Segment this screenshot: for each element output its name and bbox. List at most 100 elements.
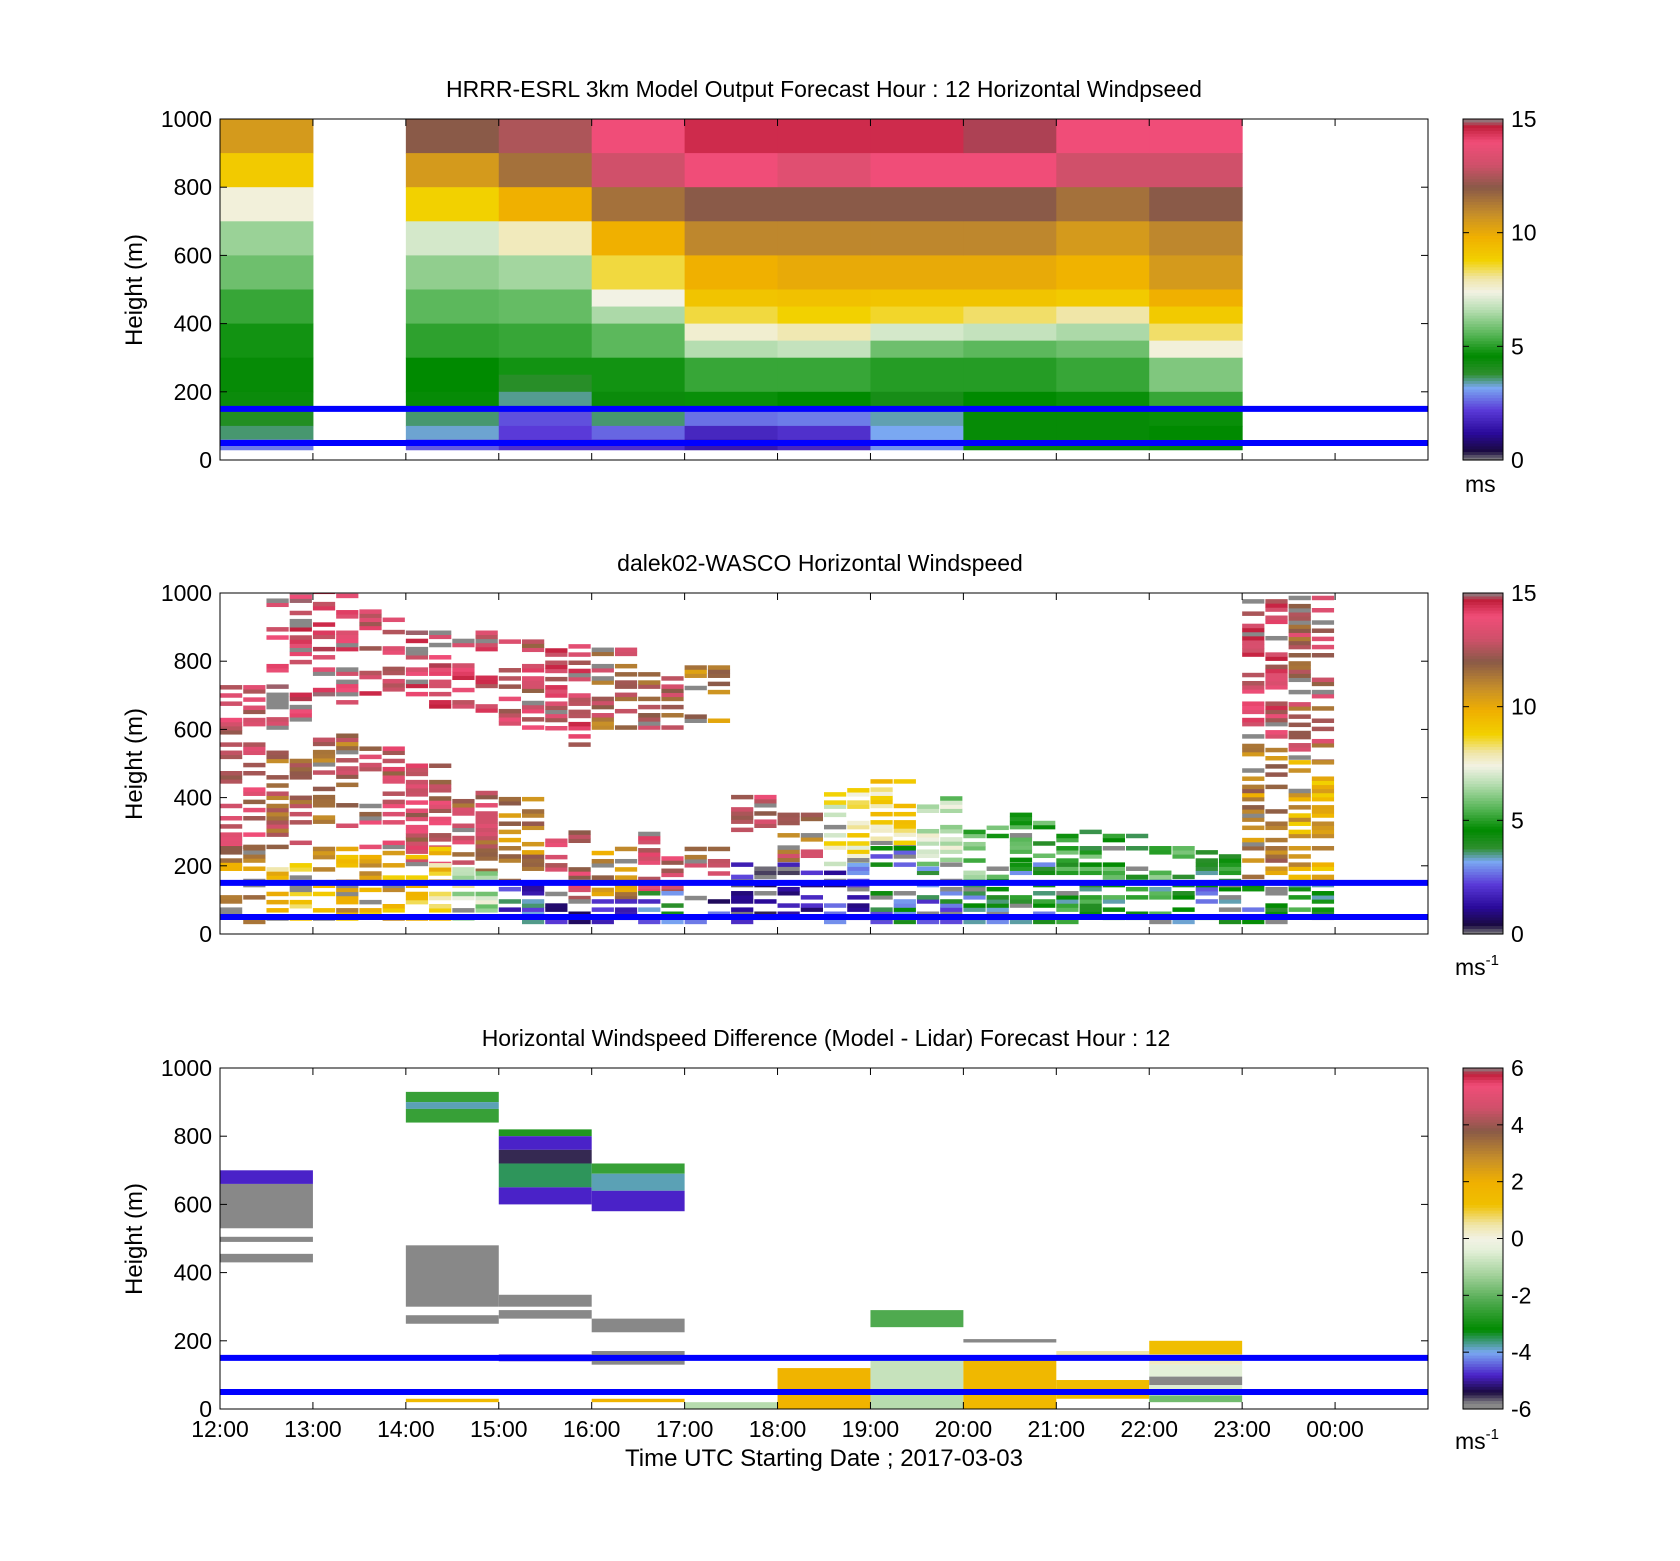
lidar-cell <box>1242 623 1265 629</box>
colorbar-swatch <box>1463 1175 1503 1180</box>
lidar-cell <box>475 638 498 644</box>
lidar-cell <box>731 895 754 900</box>
colorbar-swatch <box>1463 315 1503 319</box>
lidar-cell <box>266 598 289 603</box>
lidar-cell <box>475 848 498 853</box>
lidar-cell <box>243 854 266 859</box>
lidar-cell <box>266 891 289 897</box>
lidar-cell <box>243 750 266 756</box>
colorbar-swatch <box>1463 326 1503 330</box>
lidar-cell <box>614 647 638 653</box>
lidar-cell <box>1288 768 1311 773</box>
lidar-cell <box>429 663 452 668</box>
colorbar-swatch <box>1463 1235 1503 1240</box>
lidar-cell <box>986 833 1009 839</box>
lidar-cell <box>452 839 475 845</box>
lidar-cell <box>963 907 986 912</box>
lidar-cell <box>614 680 638 685</box>
lidar-cell <box>243 721 266 727</box>
lidar-cell <box>405 767 429 773</box>
colorbar-swatch <box>1463 175 1503 180</box>
colorbar-swatch <box>1463 658 1503 662</box>
model-cell <box>870 340 964 359</box>
lidar-cell <box>1265 676 1288 682</box>
lidar-cell <box>568 830 591 835</box>
colorbar-swatch <box>1463 882 1503 887</box>
colorbar-swatch <box>1463 1096 1503 1100</box>
lidar-cell <box>1288 669 1311 674</box>
lidar-cell <box>336 700 359 705</box>
lidar-cell <box>382 908 405 913</box>
colorbar-swatch <box>1463 593 1503 597</box>
colorbar-swatch <box>1463 1158 1503 1163</box>
lidar-cell <box>1242 635 1265 641</box>
lidar-cell <box>1288 636 1311 642</box>
lidar-cell <box>731 899 754 904</box>
lidar-cell <box>405 861 429 867</box>
lidar-cell <box>336 634 359 640</box>
colorbar-swatch <box>1463 897 1503 901</box>
lidar-cell <box>312 794 336 800</box>
panel-1: HRRR-ESRL 3km Model Output Forecast Hour… <box>121 76 1537 497</box>
lidar-cell <box>1288 644 1311 650</box>
colorbar-swatch <box>1463 226 1503 231</box>
colorbar-swatch <box>1463 340 1503 345</box>
model-cell <box>498 221 593 256</box>
lidar-cell <box>1102 907 1125 912</box>
lidar-cell <box>289 713 312 718</box>
lidar-cell <box>359 854 382 860</box>
lidar-cell <box>266 750 289 756</box>
lidar-cell <box>1265 866 1288 871</box>
lidar-cell <box>940 828 963 834</box>
lidar-cell <box>522 821 545 826</box>
lidar-cell <box>266 602 289 608</box>
lidar-cell <box>638 696 661 702</box>
lidar-cell <box>940 911 963 916</box>
lidar-cell <box>266 844 289 850</box>
lidar-cell <box>1265 821 1288 826</box>
lidar-cell <box>754 823 777 829</box>
colorbar-swatch <box>1463 1360 1503 1365</box>
model-cell <box>1056 306 1150 325</box>
lidar-cell <box>1242 825 1265 831</box>
colorbar-swatch <box>1463 1283 1503 1288</box>
lidar-cell <box>1288 833 1311 839</box>
colorbar-tick-label: 0 <box>1511 1226 1524 1252</box>
lidar-cell <box>591 850 614 856</box>
y-tick-label: 800 <box>174 648 212 674</box>
lidar-cell <box>684 718 707 723</box>
panel-3-axes-box <box>219 1067 1429 1410</box>
lidar-cell <box>893 919 916 925</box>
colorbar-swatch <box>1463 1104 1503 1109</box>
lidar-cell <box>1242 717 1265 723</box>
colorbar-swatch <box>1463 610 1503 614</box>
lidar-cell <box>638 907 661 912</box>
model-cell <box>870 153 964 188</box>
colorbar-swatch <box>1463 885 1503 890</box>
colorbar-swatch <box>1463 1178 1503 1183</box>
lidar-cell <box>475 868 498 874</box>
lidar-cell <box>405 671 429 676</box>
colorbar-swatch <box>1463 155 1503 160</box>
lidar-cell <box>289 762 312 768</box>
model-cell <box>498 119 593 154</box>
lidar-cell <box>475 843 498 849</box>
lidar-cell <box>1079 870 1102 876</box>
lidar-cell <box>1311 706 1335 711</box>
lidar-cell <box>475 903 498 909</box>
model-cell <box>220 187 314 222</box>
lidar-cell <box>545 689 568 694</box>
lidar-cell <box>312 655 336 660</box>
colorbar-swatch <box>1463 1306 1503 1311</box>
colorbar-swatch <box>1463 414 1503 418</box>
model-cell <box>1149 289 1243 308</box>
model-cell <box>870 425 964 441</box>
lidar-cell <box>1265 870 1288 876</box>
lidar-cell <box>777 816 800 822</box>
lidar-cell <box>754 870 777 876</box>
lidar-cell <box>777 857 800 863</box>
lidar-cell <box>405 763 429 768</box>
lidar-cell <box>243 746 266 751</box>
lidar-cell <box>1079 829 1102 835</box>
